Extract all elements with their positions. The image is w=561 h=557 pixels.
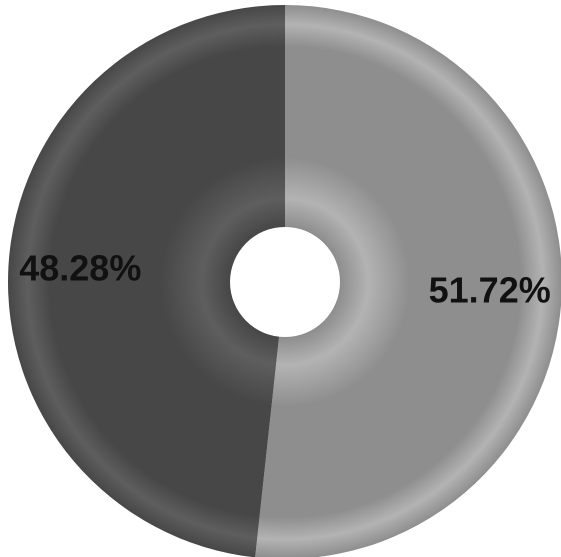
donut-hole (230, 227, 340, 337)
slice-2 (8, 5, 285, 557)
slice-1 (255, 5, 561, 557)
labels-layer: 51.72% 48.28% (19, 247, 551, 310)
slice-label-2: 48.28% (19, 247, 141, 288)
slices-layer (8, 5, 561, 557)
slice-label-1: 51.72% (429, 270, 551, 311)
